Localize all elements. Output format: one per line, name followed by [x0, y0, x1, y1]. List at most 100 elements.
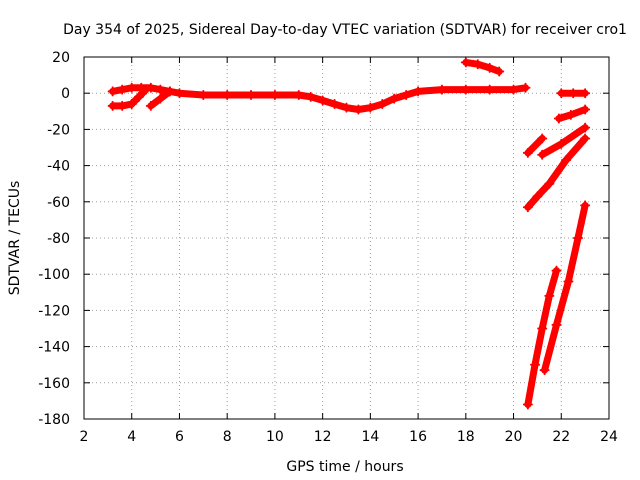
- data-point: [544, 290, 555, 301]
- data-point: [537, 149, 548, 160]
- x-tick-label: 24: [600, 429, 618, 445]
- x-tick-label: 16: [409, 429, 427, 445]
- data-point: [568, 88, 579, 99]
- data-point: [117, 84, 128, 95]
- data-point: [522, 147, 533, 158]
- data-point: [317, 95, 328, 106]
- data-point: [155, 93, 166, 104]
- data-point: [551, 319, 562, 330]
- data-point: [551, 265, 562, 276]
- data-point: [539, 365, 550, 376]
- y-tick-label: -160: [38, 376, 70, 392]
- x-tick-label: 4: [127, 429, 136, 445]
- series-8: [537, 122, 591, 160]
- data-point: [155, 84, 166, 95]
- data-point: [341, 102, 352, 113]
- series-5: [556, 88, 591, 99]
- x-tick-label: 14: [361, 429, 379, 445]
- x-tick-label: 10: [266, 429, 284, 445]
- data-point: [580, 200, 591, 211]
- data-point: [537, 133, 548, 144]
- y-tick-label: -40: [47, 159, 70, 175]
- series-10: [522, 265, 562, 410]
- y-tick-label: -140: [38, 340, 70, 356]
- series-3: [145, 86, 175, 111]
- series-9: [522, 133, 591, 213]
- y-tick-label: -80: [47, 231, 70, 247]
- series-2: [126, 84, 152, 110]
- series-0: [107, 82, 531, 115]
- data-point: [556, 88, 567, 99]
- data-point: [484, 62, 495, 73]
- data-point: [460, 84, 471, 95]
- data-point: [494, 66, 505, 77]
- data-point: [561, 155, 572, 166]
- data-point: [246, 90, 257, 101]
- data-point: [508, 84, 519, 95]
- data-point: [580, 133, 591, 144]
- data-point: [522, 399, 533, 410]
- y-tick-label: 20: [52, 50, 70, 66]
- data-point: [145, 100, 156, 111]
- y-tick-label: -100: [38, 267, 70, 283]
- x-tick-label: 22: [552, 429, 570, 445]
- data-point: [174, 88, 185, 99]
- data-series: [107, 57, 591, 410]
- data-point: [389, 93, 400, 104]
- y-tick-label: -180: [38, 412, 70, 428]
- y-axis-label: SDTVAR / TECUs: [7, 181, 23, 296]
- series-6: [553, 104, 591, 124]
- data-point: [126, 99, 137, 110]
- data-point: [556, 138, 567, 149]
- data-point: [572, 233, 583, 243]
- data-point: [484, 84, 495, 95]
- data-point: [580, 104, 591, 115]
- data-point: [580, 88, 591, 99]
- data-point: [198, 90, 209, 101]
- data-point: [305, 91, 316, 102]
- y-axis-ticks: 20 0 -20 -40 -60 -80 -100 -120 -140 -160 -180: [38, 50, 609, 428]
- data-point: [460, 57, 471, 68]
- data-point: [401, 90, 412, 101]
- y-tick-label: -60: [47, 195, 70, 211]
- data-point: [520, 82, 531, 93]
- data-point: [565, 109, 576, 120]
- data-point: [532, 191, 543, 202]
- data-point: [126, 82, 137, 93]
- data-point: [537, 323, 548, 334]
- series-4: [460, 57, 505, 77]
- plot-frame: [83, 56, 610, 420]
- data-point: [472, 59, 483, 70]
- x-tick-label: 12: [314, 429, 332, 445]
- data-point: [413, 86, 424, 97]
- data-point: [353, 104, 364, 115]
- data-point: [580, 122, 591, 133]
- series-band: [462, 58, 503, 75]
- series-11: [539, 200, 591, 376]
- x-tick-label: 6: [175, 429, 184, 445]
- x-tick-label: 18: [457, 429, 475, 445]
- data-point: [530, 359, 541, 370]
- y-tick-label: 0: [61, 86, 70, 102]
- data-point: [377, 99, 388, 110]
- data-point: [544, 178, 555, 189]
- x-tick-label: 20: [505, 429, 523, 445]
- data-point: [293, 90, 304, 101]
- series-band: [524, 134, 546, 157]
- data-point: [107, 86, 118, 97]
- data-point: [133, 91, 144, 102]
- data-point: [365, 102, 376, 113]
- y-tick-label: -120: [38, 303, 70, 319]
- x-axis-label: GPS time / hours: [286, 459, 403, 475]
- data-point: [269, 90, 280, 101]
- x-tick-label: 8: [223, 429, 232, 445]
- x-axis-ticks: 2 4 6 8 10 12 14 16 18 20 22 24: [80, 57, 618, 445]
- data-point: [117, 100, 128, 111]
- chart-title: Day 354 of 2025, Sidereal Day-to-day VTE…: [63, 22, 627, 38]
- data-point: [329, 99, 340, 110]
- data-point: [164, 86, 175, 97]
- x-tick-label: 2: [80, 429, 89, 445]
- data-point: [222, 90, 233, 101]
- y-tick-label: -20: [47, 122, 70, 138]
